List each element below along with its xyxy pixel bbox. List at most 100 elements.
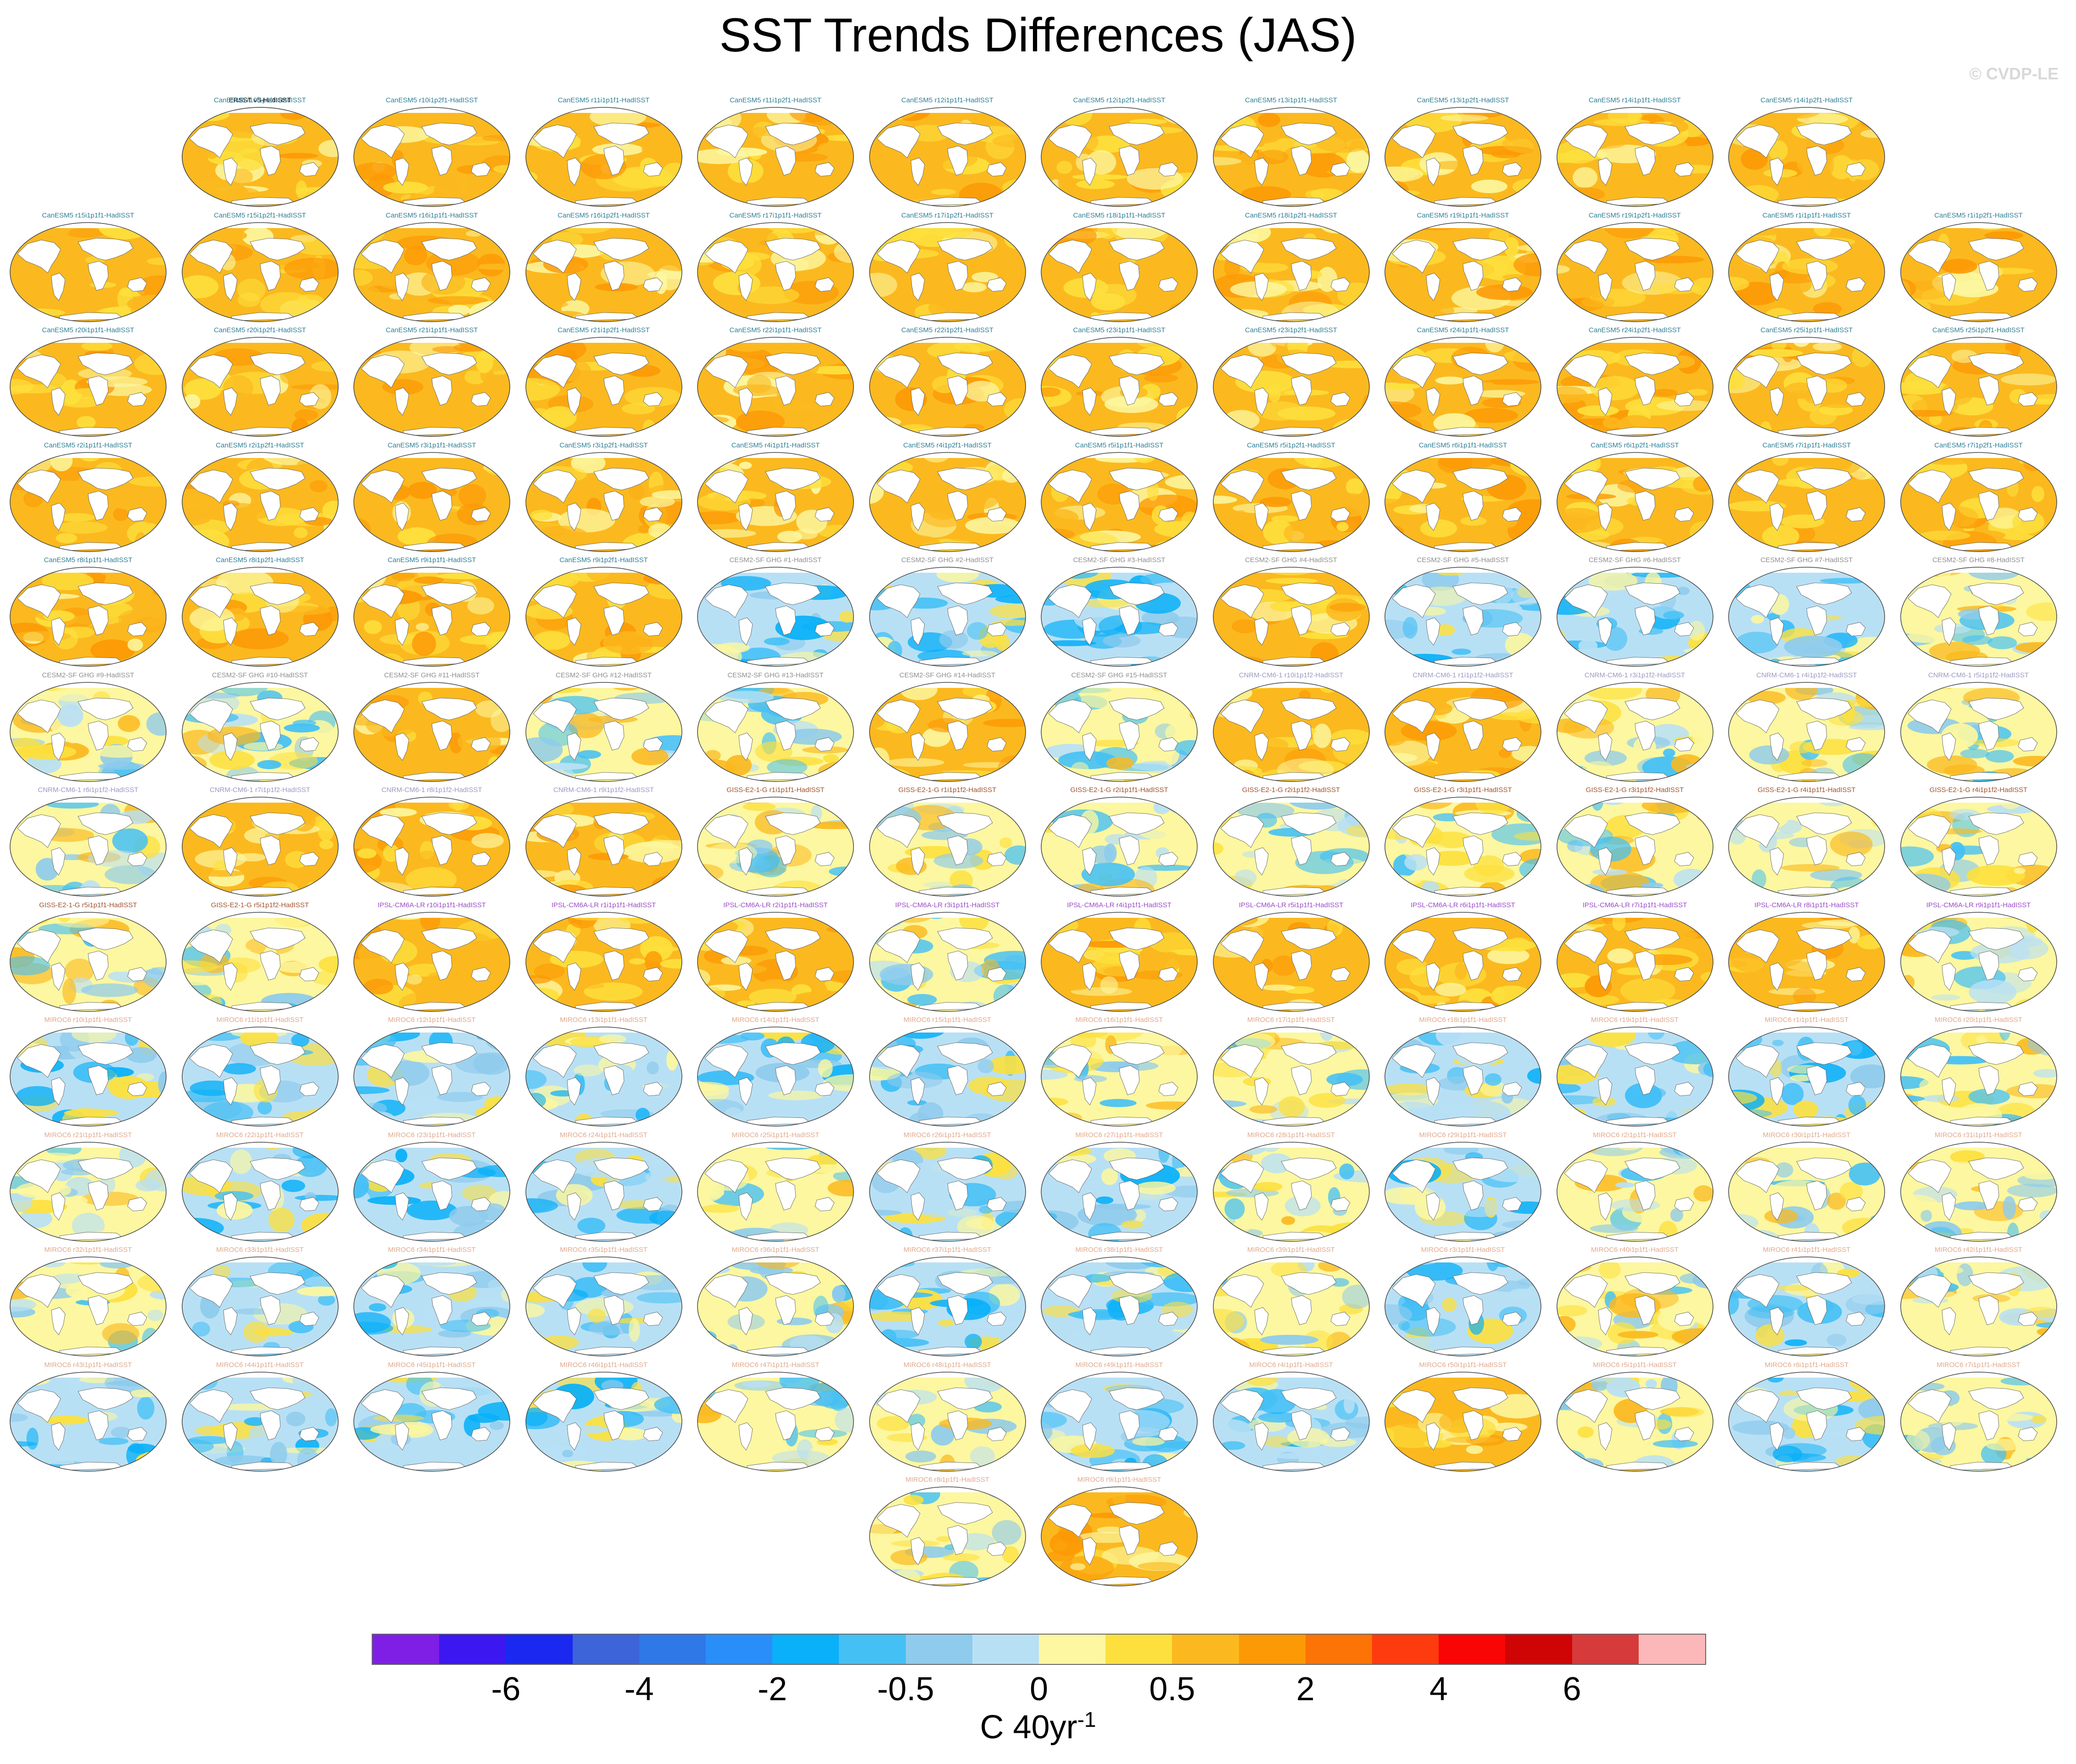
panel-title: IPSL-CM6A-LR r2i1p1f1-HadISST bbox=[723, 901, 828, 909]
colorbar-box bbox=[373, 1635, 440, 1664]
sst-map bbox=[697, 222, 854, 322]
panel-title: CanESM5 r1i1p2f1-HadISST bbox=[1934, 211, 2023, 219]
panel-title: CESM2-SF GHG #15-HadISST bbox=[1071, 671, 1167, 679]
sst-map bbox=[525, 1141, 682, 1242]
map-panel: CESM2-SF GHG #4-HadISST bbox=[1205, 556, 1377, 671]
sst-map bbox=[1041, 452, 1198, 552]
sst-map bbox=[869, 681, 1026, 782]
colorbar-box bbox=[1638, 1635, 1706, 1664]
map-panel: CESM2-SF GHG #13-HadISST bbox=[690, 671, 861, 786]
panel-title: CESM2-SF GHG #14-HadISST bbox=[899, 671, 996, 679]
panel-title: CanESM5 r5i1p2f1-HadISST bbox=[1247, 441, 1335, 449]
map-panel: MIROC6 r38i1p1f1-HadISST bbox=[1033, 1246, 1205, 1361]
colorbar-box bbox=[1239, 1635, 1306, 1664]
map-panel: GISS-E2-1-G r2i1p1f1-HadISST bbox=[1033, 786, 1205, 901]
map-panel: MIROC6 r25i1p1f1-HadISST bbox=[690, 1131, 861, 1246]
panel-title: MIROC6 r31i1p1f1-HadISST bbox=[1935, 1131, 2022, 1139]
panel-title: CESM2-SF GHG #8-HadISST bbox=[1932, 556, 2025, 564]
map-panel: CanESM5 r15i1p2f1-HadISST bbox=[174, 212, 346, 326]
panel-title: CESM2-SF GHG #2-HadISST bbox=[901, 556, 993, 564]
sst-map bbox=[697, 567, 854, 667]
sst-map bbox=[525, 1371, 682, 1472]
panel-title: MIROC6 r42i1p1f1-HadISST bbox=[1935, 1246, 2022, 1254]
sst-map bbox=[10, 1371, 167, 1472]
sst-map bbox=[1212, 222, 1370, 322]
panel-title: CanESM5 r16i1p1f1-HadISST bbox=[385, 211, 478, 219]
panel-title: CNRM-CM6-1 r7i1p1f2-HadISST bbox=[209, 786, 311, 794]
map-panel: MIROC6 r35i1p1f1-HadISST bbox=[518, 1246, 690, 1361]
panel-title: CanESM5 r3i1p1f1-HadISST bbox=[387, 441, 476, 449]
colorbar-tick-label: -2 bbox=[758, 1671, 787, 1708]
sst-map bbox=[1556, 681, 1713, 782]
map-panel: IPSL-CM6A-LR r6i1p1f1-HadISST bbox=[1377, 901, 1549, 1016]
panel-title: MIROC6 r33i1p1f1-HadISST bbox=[216, 1246, 304, 1254]
sst-map bbox=[525, 797, 682, 897]
map-panel: MIROC6 r7i1p1f1-HadISST bbox=[1893, 1361, 2065, 1476]
panel-title: CNRM-CM6-1 r3i1p1f2-HadISST bbox=[1584, 671, 1685, 679]
sst-map bbox=[353, 107, 510, 207]
panel-title: IPSL-CM6A-LR r7i1p1f1-HadISST bbox=[1582, 901, 1687, 909]
panel-title: MIROC6 r43i1p1f1-HadISST bbox=[44, 1361, 132, 1369]
colorbar-box bbox=[1372, 1635, 1439, 1664]
panel-title: MIROC6 r15i1p1f1-HadISST bbox=[904, 1016, 991, 1024]
sst-map bbox=[10, 681, 167, 782]
panel-title: CanESM5 r13i1p2f1-HadISST bbox=[1417, 96, 1509, 104]
map-panel: CanESM5 r14i1p2f1-HadISST bbox=[1721, 96, 1892, 211]
sst-map bbox=[1556, 1027, 1713, 1127]
map-panel: CNRM-CM6-1 r7i1p1f2-HadISST bbox=[174, 786, 346, 901]
panel-title: IPSL-CM6A-LR r1i1p1f1-HadISST bbox=[551, 901, 656, 909]
sst-map bbox=[181, 1256, 339, 1356]
map-panel: GISS-E2-1-G r3i1p1f1-HadISST bbox=[1377, 786, 1549, 901]
sst-map bbox=[1900, 222, 2057, 322]
panel-title: CESM2-SF GHG #7-HadISST bbox=[1760, 556, 1853, 564]
panel-title: MIROC6 r9i1p1f1-HadISST bbox=[1077, 1476, 1161, 1484]
panel-title: CanESM5 r11i1p1f1-HadISST bbox=[558, 96, 650, 104]
map-panel: CanESM5 r17i1p1f1-HadISST bbox=[690, 212, 861, 326]
map-panel: CanESM5 r24i1p2f1-HadISST bbox=[1549, 326, 1721, 441]
sst-map bbox=[697, 107, 854, 207]
map-panel: MIROC6 r50i1p1f1-HadISST bbox=[1377, 1361, 1549, 1476]
figure-title: SST Trends Differences (JAS) bbox=[719, 9, 1357, 62]
panel-title: MIROC6 r25i1p1f1-HadISST bbox=[731, 1131, 820, 1139]
panel-title: CanESM5 r2i1p2f1-HadISST bbox=[216, 441, 304, 449]
colorbar-tick-label: -6 bbox=[491, 1671, 521, 1708]
sst-map bbox=[1041, 797, 1198, 897]
sst-map bbox=[181, 911, 339, 1012]
map-panel: MIROC6 r32i1p1f1-HadISST bbox=[2, 1246, 174, 1361]
map-panel: GISS-E2-1-G r5i1p1f2-HadISST bbox=[174, 901, 346, 1016]
panel-title: CanESM5 r3i1p2f1-HadISST bbox=[559, 441, 648, 449]
map-panel: MIROC6 r47i1p1f1-HadISST bbox=[690, 1361, 861, 1476]
sst-map bbox=[525, 1027, 682, 1127]
sst-map bbox=[353, 1371, 510, 1472]
panel-title: MIROC6 r1i1p1f1-HadISST bbox=[1764, 1016, 1849, 1024]
map-panel: CanESM5 r16i1p2f1-HadISST bbox=[518, 212, 690, 326]
units-exponent: -1 bbox=[1077, 1708, 1096, 1731]
map-panel: CanESM5 r20i1p2f1-HadISST bbox=[174, 326, 346, 441]
map-panel: MIROC6 r46i1p1f1-HadISST bbox=[518, 1361, 690, 1476]
sst-map bbox=[1212, 567, 1370, 667]
sst-map bbox=[869, 337, 1026, 437]
map-panel: CanESM5 r21i1p1f1-HadISST bbox=[346, 326, 518, 441]
panel-title: CanESM5 r19i1p1f1-HadISST bbox=[1417, 211, 1509, 219]
map-panel: CanESM5 r23i1p1f1-HadISST bbox=[1033, 326, 1205, 441]
map-panel: CanESM5 r14i1p1f1-HadISST bbox=[1549, 96, 1721, 211]
sst-map bbox=[525, 911, 682, 1012]
sst-map bbox=[1384, 681, 1541, 782]
map-panel: CanESM5 r2i1p1f1-HadISST bbox=[2, 441, 174, 556]
sst-map bbox=[1384, 222, 1541, 322]
map-panel: MIROC6 r15i1p1f1-HadISST bbox=[862, 1016, 1033, 1131]
colorbar-tick-label: 0 bbox=[1029, 1671, 1049, 1708]
sst-map bbox=[1900, 911, 2057, 1012]
sst-map bbox=[1212, 1141, 1370, 1242]
map-panel: CESM2-SF GHG #5-HadISST bbox=[1377, 556, 1549, 671]
sst-map bbox=[869, 1486, 1026, 1586]
map-panel: MIROC6 r33i1p1f1-HadISST bbox=[174, 1246, 346, 1361]
map-panel: CNRM-CM6-1 r4i1p1f2-HadISST bbox=[1721, 671, 1892, 786]
sst-map bbox=[1728, 337, 1885, 437]
panel-title: MIROC6 r50i1p1f1-HadISST bbox=[1419, 1361, 1507, 1369]
map-panel: MIROC6 r44i1p1f1-HadISST bbox=[174, 1361, 346, 1476]
map-panel: GISS-E2-1-G r4i1p1f1-HadISST bbox=[1721, 786, 1892, 901]
map-panel: IPSL-CM6A-LR r8i1p1f1-HadISST bbox=[1721, 901, 1892, 1016]
map-panel: CanESM5 r2i1p2f1-HadISST bbox=[174, 441, 346, 556]
panel-title: MIROC6 r49i1p1f1-HadISST bbox=[1075, 1361, 1163, 1369]
